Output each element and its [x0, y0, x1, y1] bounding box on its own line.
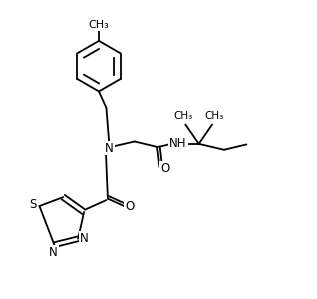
- Text: NH: NH: [169, 137, 187, 150]
- Text: CH₃: CH₃: [173, 111, 192, 121]
- Text: O: O: [160, 162, 169, 175]
- Text: N: N: [80, 232, 88, 245]
- Text: S: S: [29, 198, 36, 211]
- Text: CH₃: CH₃: [89, 20, 109, 30]
- Text: N: N: [105, 141, 114, 155]
- Text: O: O: [125, 200, 134, 213]
- Text: CH₃: CH₃: [205, 111, 224, 121]
- Text: N: N: [49, 246, 58, 259]
